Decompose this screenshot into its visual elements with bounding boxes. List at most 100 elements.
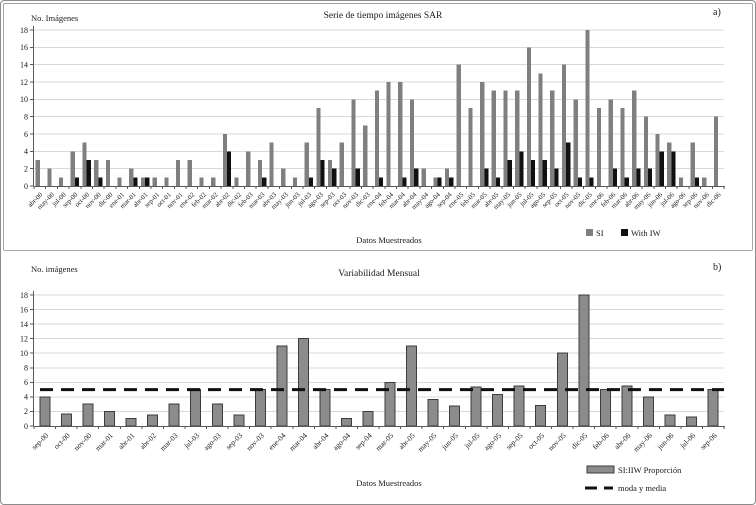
bar-with-iw <box>355 168 360 186</box>
x-category-label: may-05 <box>416 431 439 454</box>
bar-with-iw <box>414 168 419 186</box>
bar-with-iw <box>507 160 512 186</box>
x-category-label: mar-03 <box>158 431 180 453</box>
bar-si <box>608 99 613 186</box>
bar-proportion <box>362 410 374 427</box>
bar-si <box>257 160 263 186</box>
x-category-label: nov-00 <box>72 431 94 453</box>
x-category-label: sep-04 <box>353 431 374 452</box>
bar-si <box>199 177 204 186</box>
bar-si <box>129 168 134 186</box>
bar-si <box>655 134 660 186</box>
x-category-label: mar-01 <box>93 431 115 453</box>
bar-si <box>374 90 379 186</box>
bar-si <box>339 142 344 186</box>
bar-si <box>269 142 274 186</box>
bar-with-iw <box>554 168 559 186</box>
bar-with-iw <box>308 177 314 186</box>
bar-with-iw <box>566 142 571 186</box>
bar-with-iw <box>647 168 653 186</box>
legend-label: moda y media <box>618 483 666 493</box>
bar-proportion <box>147 414 159 427</box>
y-tick-label: 10 <box>20 349 28 358</box>
bar-proportion <box>211 403 223 427</box>
bar-si <box>35 160 40 186</box>
bar-si <box>304 142 309 186</box>
y-axis-title: No. Imágenes <box>31 13 78 23</box>
y-tick-label: 18 <box>20 26 28 35</box>
bar-si <box>550 90 555 186</box>
bar-si <box>585 30 590 186</box>
y-tick-label: 8 <box>24 112 28 121</box>
bar-proportion <box>707 389 719 427</box>
x-category-label: oct-00 <box>52 431 72 451</box>
x-category-label: abr-04 <box>310 431 330 451</box>
y-tick-label: 16 <box>20 43 28 52</box>
bar-proportion <box>298 338 310 427</box>
x-category-label: jun-05 <box>439 431 460 452</box>
bar-si <box>234 177 239 186</box>
bar-si <box>386 82 391 186</box>
bar-proportion <box>405 345 417 427</box>
bar-si <box>82 142 87 186</box>
bar-proportion <box>254 389 266 427</box>
panel-b-label: b) <box>713 262 722 273</box>
bar-with-iw <box>671 151 676 186</box>
bar-si <box>515 90 520 186</box>
x-category-label: abr-01 <box>116 431 136 451</box>
bar-si <box>328 160 333 186</box>
bar-with-iw <box>694 177 699 186</box>
bar-with-iw <box>86 160 91 186</box>
bar-si <box>480 82 485 186</box>
bar-proportion <box>125 418 137 427</box>
bar-si <box>643 116 648 186</box>
bar-with-iw <box>379 177 384 186</box>
bar-proportion <box>599 389 611 427</box>
bar-proportion <box>427 398 439 427</box>
bar-si <box>70 151 75 186</box>
bar-si <box>538 73 543 186</box>
bar-si <box>573 99 578 186</box>
bar-proportion <box>578 294 590 427</box>
bar-si <box>246 151 251 186</box>
legend-label: SI <box>596 228 604 238</box>
bar-si <box>503 90 508 186</box>
bar-si <box>433 177 438 186</box>
bar-proportion <box>168 403 180 427</box>
bar-si <box>421 168 426 186</box>
bar-proportion <box>492 393 504 427</box>
bar-proportion <box>233 414 245 427</box>
bar-with-iw <box>519 151 524 186</box>
bar-proportion <box>470 386 482 427</box>
bar-with-iw <box>636 168 641 186</box>
x-category-label: nov-03 <box>244 431 266 453</box>
bar-with-iw <box>659 151 664 186</box>
x-category-label: mar-05 <box>374 431 396 453</box>
bar-si <box>491 90 496 186</box>
bar-with-iw <box>624 177 629 186</box>
x-category-label: dic-05 <box>569 431 589 451</box>
bar-si <box>351 99 356 186</box>
x-category-label: mar-04 <box>287 431 309 453</box>
bar-proportion <box>341 418 353 427</box>
bar-with-iw <box>612 168 618 186</box>
x-category-label: nov-05 <box>546 431 568 453</box>
bar-si <box>561 64 567 186</box>
y-tick-label: 6 <box>24 378 28 387</box>
bar-with-iw <box>74 177 80 186</box>
legend-label: SI:IIW Proporción <box>618 465 682 475</box>
x-category-label: oct-05 <box>526 431 546 451</box>
x-category-label: ago-05 <box>482 431 503 452</box>
bar-proportion <box>190 389 202 427</box>
y-tick-label: 2 <box>24 407 28 416</box>
y-tick-label: 2 <box>24 164 28 173</box>
legend-label: With IW <box>631 228 661 238</box>
bar-with-iw <box>332 168 337 186</box>
legend-swatch-si <box>586 229 593 236</box>
bar-with-iw <box>320 160 325 186</box>
bar-proportion <box>60 413 72 427</box>
bar-with-iw <box>495 177 501 186</box>
bar-si <box>152 177 157 186</box>
legend-swatch-with-iw <box>621 229 628 236</box>
bar-proportion <box>276 345 288 427</box>
